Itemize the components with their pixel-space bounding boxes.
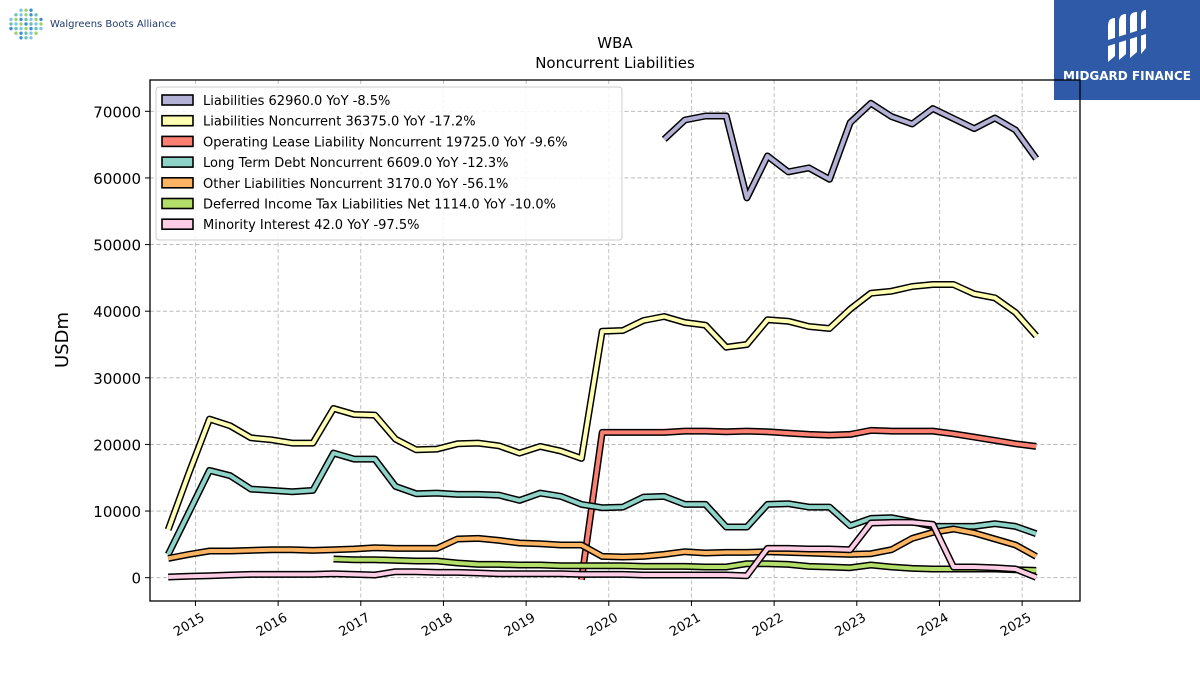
y-tick-label: 20000 [93,436,141,454]
logo-dot [14,31,18,35]
series-line [166,282,1038,531]
logo-dot [19,13,23,17]
logo-dot [34,22,38,26]
logo-dot [24,36,28,40]
legend-label: Other Liabilities Noncurrent 3170.0 YoY … [203,177,508,192]
x-tick-label: 2023 [833,610,869,640]
logo-dot [29,17,33,22]
x-tick-label: 2022 [750,610,786,640]
y-axis-label: USDm [52,312,73,368]
y-tick-label: 10000 [93,503,141,521]
logo-dot [9,26,13,31]
logo-dot [34,26,38,31]
logo-dot [19,17,23,22]
legend-swatch [161,94,194,106]
series-line [579,428,1037,580]
logo-dot [19,26,23,31]
legend-swatch [161,197,194,210]
series-lines [164,99,1040,581]
logo-dot [24,22,28,26]
y-tick-label: 70000 [93,103,141,121]
logo-dot [39,22,43,26]
logo-dot [14,26,18,31]
series-line [166,451,1037,556]
logo-dot [34,17,38,22]
x-tick-label: 2016 [254,610,290,640]
legend-label: Deferred Income Tax Liabilities Net 1114… [203,198,556,213]
brand-logo: Walgreens Boots Alliance [6,6,176,42]
x-tick-label: 2019 [502,610,538,640]
y-tick-label: 40000 [93,303,141,321]
logo-dot [29,31,33,35]
chart-subtitle: Noncurrent Liabilities [535,54,695,72]
logo-dot [39,17,43,22]
y-tick-label: 60000 [93,170,141,188]
logo-dot [29,36,33,40]
y-tick-label: 50000 [93,237,141,255]
series-line [662,101,1038,200]
logo-dot [19,8,23,12]
logo-dot [9,17,13,22]
legend-swatch [161,218,194,230]
logo-dot [29,8,33,12]
logo-dot [29,22,33,26]
x-tick-label: 2017 [337,610,373,640]
legend-swatch [161,177,194,189]
logo-dot [29,26,33,31]
x-tick-label: 2018 [419,610,455,640]
series-line [168,520,1037,580]
legend: Liabilities 62960.0 YoY -8.5% Liabilities… [155,86,623,241]
legend-label: Minority Interest 42.0 YoY -97.5% [203,218,419,233]
x-tick-label: 2015 [171,610,207,640]
logo-dot [34,13,38,17]
legend-swatch [161,135,194,148]
x-tick-label: 2025 [998,610,1034,640]
publisher-name: MIDGARD FINANCE [1063,69,1191,83]
logo-dot [39,26,43,31]
x-tick-label: 2021 [667,610,703,640]
stylized-m-icon [1108,10,1146,62]
logo-dot [29,13,33,17]
logo-dot [24,8,28,12]
legend-swatch [161,156,194,168]
legend-swatch [161,114,194,127]
logo-dot [24,13,28,17]
publisher-badge: MIDGARD FINANCE [1054,0,1200,100]
x-tick-label: 2020 [585,610,621,640]
logo-dot [24,17,28,22]
logo-dot [14,22,18,26]
legend-label: Long Term Debt Noncurrent 6609.0 YoY -12… [203,156,509,171]
y-tick-label: 0 [131,570,141,588]
legend-box [155,86,623,241]
plot-area [149,79,1081,602]
y-tick-label: 30000 [93,370,141,388]
logo-dot [19,36,23,40]
dotted-globe-icon [9,8,43,40]
series-line [167,527,1038,561]
logo-dot [19,31,23,35]
logo-dot [19,22,23,26]
logo-dot [14,17,18,22]
legend-label: Liabilities 62960.0 YoY -8.5% [203,94,390,109]
logo-dot [14,13,18,17]
series-line [333,557,1037,573]
logo-dot [34,31,38,35]
legend-label: Operating Lease Liability Noncurrent 197… [203,135,568,150]
legend-label: Liabilities Noncurrent 36375.0 YoY -17.2… [203,115,476,130]
x-tick-label: 2024 [915,610,951,640]
logo-dot [9,22,13,26]
chart-title: WBA [597,34,633,52]
logo-dot [24,31,28,35]
brand-name: Walgreens Boots Alliance [50,18,177,30]
logo-dot [24,26,28,31]
